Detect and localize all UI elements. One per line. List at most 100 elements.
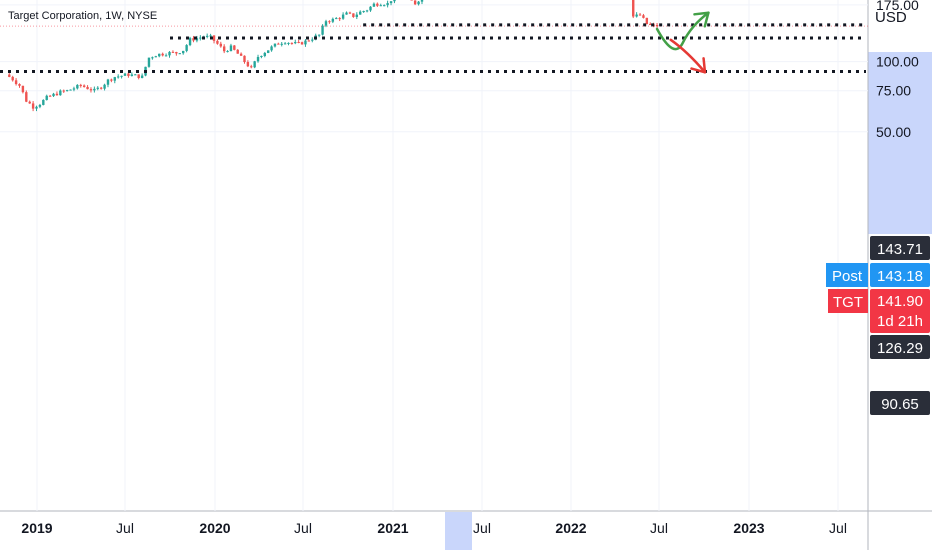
candle-body: [376, 3, 379, 6]
candle-body: [386, 3, 389, 6]
time-axis-label: Jul: [116, 520, 134, 536]
green-arrow-head: [693, 11, 710, 28]
candle-body: [175, 51, 178, 54]
candle-body: [11, 76, 14, 81]
time-axis-label: 2021: [377, 520, 408, 536]
badge-level-high: 143.71: [870, 236, 930, 260]
candle-body: [317, 34, 321, 36]
candle-body: [355, 14, 359, 17]
time-axis-label: Jul: [829, 520, 847, 536]
price-tick-label: 100.00: [876, 54, 919, 70]
svg-text:90.65: 90.65: [881, 396, 919, 413]
candle-body: [110, 79, 113, 81]
time-axis-label: Jul: [473, 520, 491, 536]
candle-body: [246, 62, 250, 67]
candle-body: [420, 0, 424, 2]
candle-body: [116, 76, 120, 78]
candle-body: [382, 5, 386, 7]
candle-body: [140, 75, 144, 78]
candle-body: [151, 57, 154, 59]
svg-text:141.90: 141.90: [877, 293, 923, 310]
time-axis-highlight: [445, 512, 472, 550]
time-axis-label: Jul: [294, 520, 312, 536]
candle-body: [69, 89, 72, 91]
candle-body: [137, 74, 140, 78]
red-arrow-path[interactable]: [669, 38, 707, 74]
price-tick-label: 175.00: [876, 0, 919, 13]
candle-body: [52, 93, 55, 97]
candle-body: [369, 6, 372, 11]
candle-body: [205, 35, 209, 37]
candle-body: [171, 51, 175, 53]
candle-body: [82, 85, 86, 87]
candle-body: [31, 103, 35, 109]
candle-body: [123, 73, 127, 76]
candle-body: [345, 12, 348, 15]
candle-body: [89, 89, 93, 91]
price-tick-label: 75.00: [876, 83, 911, 99]
candle-body: [76, 84, 79, 89]
candle-body: [389, 1, 393, 4]
price-axis-highlight: [868, 52, 932, 234]
candle-body: [14, 80, 18, 85]
candle-body: [372, 3, 376, 7]
candle-body: [134, 74, 137, 76]
candle-body: [35, 106, 38, 109]
candle-body: [645, 17, 649, 25]
candle-body: [55, 93, 59, 96]
candle-body: [127, 73, 130, 76]
candle-body: [253, 61, 256, 68]
candle-body: [239, 53, 243, 56]
svg-text:143.71: 143.71: [877, 241, 923, 258]
candle-body: [120, 75, 123, 77]
candle-body: [86, 86, 89, 90]
badge-last-price: TGT 141.90 1d 21h: [828, 289, 930, 333]
red-arrow-head: [690, 57, 707, 74]
candle-body: [188, 38, 192, 46]
candle-body: [365, 10, 369, 12]
candle-body: [168, 51, 171, 56]
candle-body: [331, 18, 335, 22]
candle-body: [192, 38, 195, 41]
candle-body: [338, 18, 341, 20]
candle-body: [72, 88, 76, 90]
candle-body: [8, 74, 11, 77]
candle-body: [263, 52, 267, 56]
candle-body: [280, 43, 283, 45]
candle-body: [45, 95, 48, 100]
candle-body: [277, 43, 280, 45]
candle-body: [178, 53, 181, 55]
time-axis-label: Jul: [650, 520, 668, 536]
candle-body: [649, 24, 652, 26]
candle-body: [233, 45, 236, 50]
candle-body: [417, 1, 420, 5]
green-arrow-path[interactable]: [655, 11, 710, 51]
candle-body: [335, 18, 338, 20]
candle-body: [321, 25, 324, 35]
candle-body: [212, 35, 216, 41]
candle-body: [635, 14, 638, 17]
candle-body: [185, 45, 188, 51]
candle-body: [164, 55, 168, 57]
candle-body: [99, 87, 103, 89]
candle-body: [287, 42, 290, 44]
candle-body: [18, 84, 21, 86]
svg-text:TGT: TGT: [833, 294, 863, 311]
svg-text:Post: Post: [832, 268, 863, 285]
candle-body: [158, 53, 161, 57]
badge-post: Post 143.18: [826, 263, 930, 287]
candle-body: [328, 21, 331, 23]
svg-text:1d 21h: 1d 21h: [877, 313, 923, 330]
candle-body: [655, 24, 659, 27]
candle-body: [62, 90, 65, 92]
candle-body: [352, 13, 355, 17]
badge-level-mid: 126.29: [870, 335, 930, 359]
candle-body: [362, 11, 365, 13]
candle-body: [21, 85, 25, 93]
candle-body: [103, 84, 106, 89]
candle-body: [147, 57, 151, 67]
candle-body: [154, 56, 158, 58]
candle-body: [290, 42, 294, 44]
candle-body: [93, 88, 96, 91]
